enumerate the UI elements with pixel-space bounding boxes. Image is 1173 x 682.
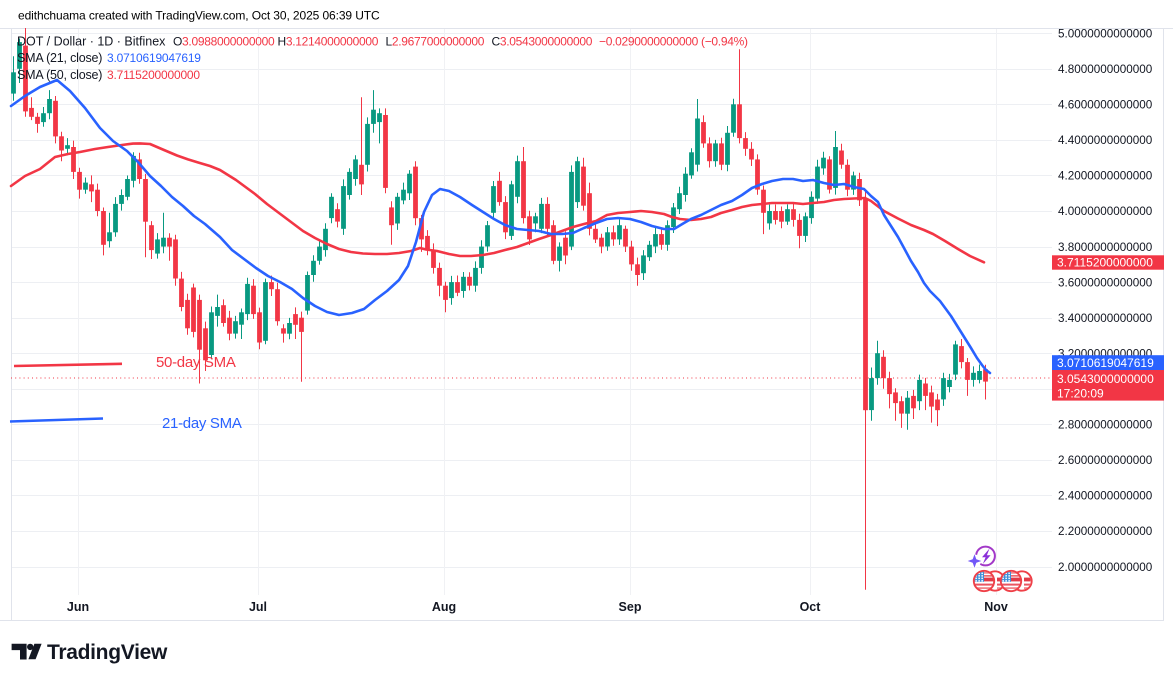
svg-text:−0.0290000000000 (−0.94%): −0.0290000000000 (−0.94%) [599,35,748,49]
svg-text:2.4000000000000: 2.4000000000000 [1058,490,1153,503]
svg-text:2.8000000000000: 2.8000000000000 [1058,419,1153,432]
svg-text:Oct: Oct [800,600,822,614]
svg-text:3.0710619047619: 3.0710619047619 [107,51,201,65]
svg-text:O3.0988000000000: O3.0988000000000 [173,35,275,49]
svg-text:3.8000000000000: 3.8000000000000 [1058,241,1153,254]
svg-text:3.4000000000000: 3.4000000000000 [1058,312,1153,325]
svg-text:edithchuama created with Tradi: edithchuama created with TradingView.com… [18,9,380,23]
svg-text:17:20:09: 17:20:09 [1057,386,1104,400]
svg-text:3.6000000000000: 3.6000000000000 [1058,276,1153,289]
svg-text:4.2000000000000: 4.2000000000000 [1058,170,1153,183]
svg-text:SMA (50, close): SMA (50, close) [17,68,102,82]
svg-text:H3.1214000000000: H3.1214000000000 [278,35,379,49]
svg-text:4.0000000000000: 4.0000000000000 [1058,205,1153,218]
svg-text:4.4000000000000: 4.4000000000000 [1058,134,1153,147]
svg-text:5.0000000000000: 5.0000000000000 [1058,27,1153,40]
svg-text:2.0000000000000: 2.0000000000000 [1058,561,1153,574]
svg-text:DOT / Dollar · 1D · Bitfinex: DOT / Dollar · 1D · Bitfinex [17,35,166,49]
svg-text:Jun: Jun [67,600,89,614]
svg-text:2.2000000000000: 2.2000000000000 [1058,525,1153,538]
svg-text:TradingView: TradingView [47,641,168,664]
svg-text:3.7115200000000: 3.7115200000000 [1057,256,1153,270]
svg-text:SMA (21, close): SMA (21, close) [17,51,102,65]
svg-text:2.6000000000000: 2.6000000000000 [1058,454,1153,467]
svg-text:3.0710619047619: 3.0710619047619 [1057,356,1154,370]
svg-text:3.7115200000000: 3.7115200000000 [107,68,200,82]
svg-text:Sep: Sep [619,600,642,614]
svg-text:Aug: Aug [432,600,456,614]
svg-text:Jul: Jul [249,600,267,614]
svg-text:L2.9677000000000: L2.9677000000000 [386,35,485,49]
svg-text:50-day SMA: 50-day SMA [156,354,236,371]
svg-text:4.6000000000000: 4.6000000000000 [1058,99,1153,112]
svg-text:Nov: Nov [984,600,1008,614]
svg-text:4.8000000000000: 4.8000000000000 [1058,63,1153,76]
svg-text:3.0543000000000: 3.0543000000000 [1057,372,1154,386]
svg-text:C3.0543000000000: C3.0543000000000 [492,35,593,49]
svg-text:21-day SMA: 21-day SMA [162,415,242,432]
